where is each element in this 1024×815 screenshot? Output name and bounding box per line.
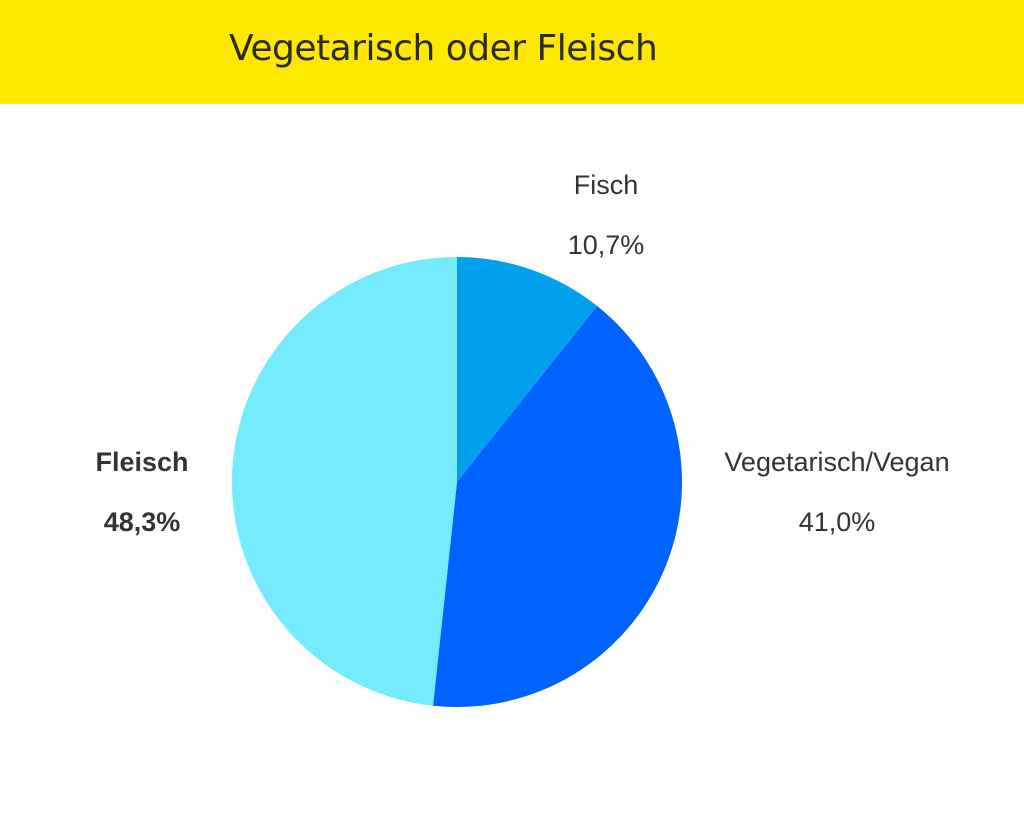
title-bar: Vegetarisch oder Fleisch <box>0 0 1024 104</box>
slice-label: Vegetarisch/Vegan <box>724 447 949 477</box>
page-title: Vegetarisch oder Fleisch <box>229 28 658 69</box>
pie-slice-vegetarisch-vegan <box>433 305 683 708</box>
slice-label: Fleisch <box>95 447 188 477</box>
pie-slice-fleisch <box>231 257 457 706</box>
slice-value-label: 41,0% <box>799 507 876 537</box>
pie-slice-fisch <box>457 257 598 482</box>
slice-label: Fisch <box>574 170 639 200</box>
slice-value-label: 10,7% <box>568 230 645 260</box>
slice-value-label: 48,3% <box>104 507 181 537</box>
